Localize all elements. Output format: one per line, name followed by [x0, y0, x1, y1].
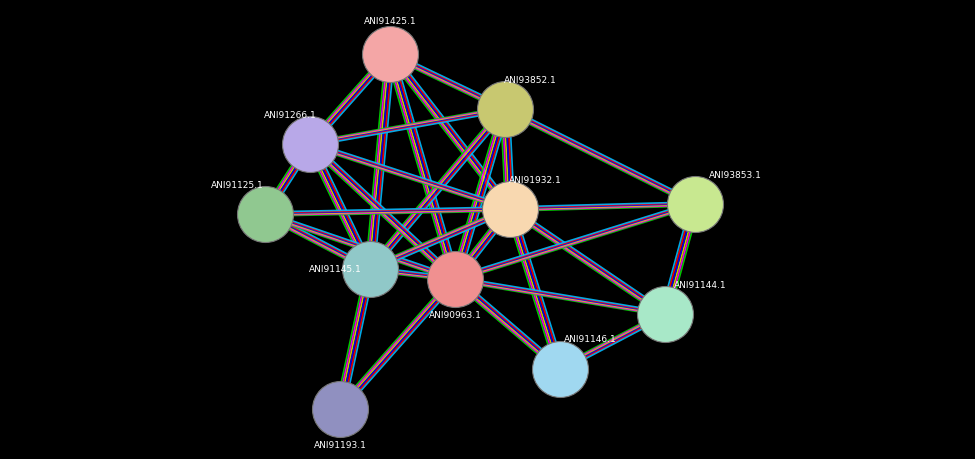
Text: ANI91425.1: ANI91425.1 — [364, 17, 416, 25]
Point — [448, 276, 463, 283]
Text: ANI91266.1: ANI91266.1 — [263, 110, 316, 119]
Point — [497, 106, 513, 113]
Point — [657, 311, 673, 318]
Point — [687, 201, 703, 208]
Point — [502, 206, 518, 213]
Text: ANI91193.1: ANI91193.1 — [314, 441, 367, 449]
Text: ANI91125.1: ANI91125.1 — [211, 180, 263, 189]
Point — [332, 405, 348, 413]
Text: ANI91932.1: ANI91932.1 — [509, 175, 562, 184]
Text: ANI91144.1: ANI91144.1 — [674, 280, 726, 289]
Text: ANI93853.1: ANI93853.1 — [709, 170, 761, 179]
Text: ANI91146.1: ANI91146.1 — [564, 335, 616, 344]
Text: ANI91145.1: ANI91145.1 — [309, 265, 362, 274]
Text: ANI93852.1: ANI93852.1 — [504, 75, 557, 84]
Point — [302, 141, 318, 148]
Point — [257, 211, 273, 218]
Point — [382, 51, 398, 59]
Text: ANI90963.1: ANI90963.1 — [429, 311, 482, 320]
Point — [552, 365, 567, 373]
Point — [362, 266, 377, 273]
